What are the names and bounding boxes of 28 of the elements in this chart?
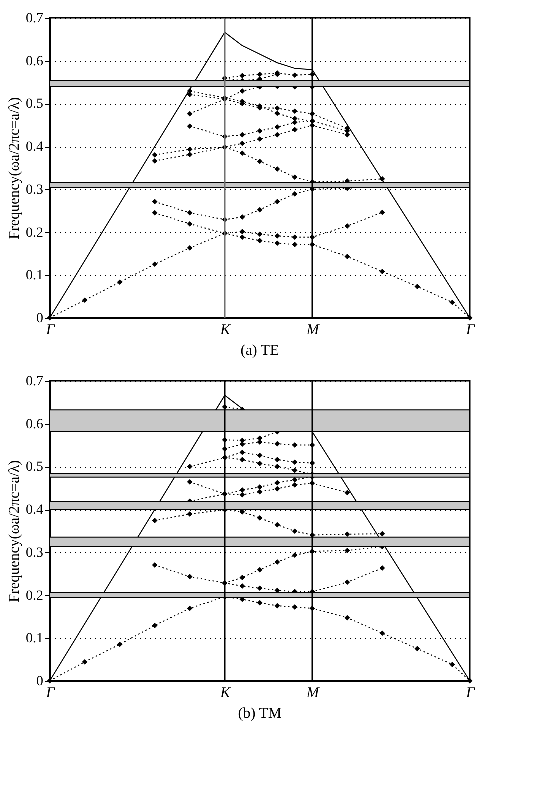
- y-tick-label: 0.3: [26, 546, 44, 561]
- x-tick-label: Γ: [45, 686, 56, 702]
- y-tick-label: 0.4: [26, 140, 44, 156]
- y-tick-label: 0: [36, 674, 44, 690]
- x-tick-label: M: [306, 686, 321, 702]
- x-tick-label: K: [219, 322, 232, 338]
- x-tick-label: K: [219, 686, 232, 702]
- x-tick-label: Γ: [45, 322, 56, 338]
- y-tick-label: 0.6: [26, 54, 44, 70]
- y-tick-label: 0.4: [26, 503, 44, 518]
- y-tick-label: 0.2: [26, 588, 44, 604]
- text: (b) TM: [238, 706, 282, 722]
- y-tick-label: 0.5: [26, 97, 44, 112]
- y-axis-title: Frequency(ωa/2πc=a/λ): [7, 97, 23, 240]
- x-tick-label: M: [306, 322, 321, 338]
- text: (a) TE: [240, 343, 280, 359]
- y-tick-label: 0.7: [26, 374, 44, 390]
- y-tick-label: 0.2: [26, 226, 44, 241]
- y-tick-label: 0.5: [26, 460, 44, 476]
- x-tick-label: Γ: [465, 686, 476, 702]
- x-tick-label: Γ: [465, 322, 476, 338]
- y-axis-title: Frequency(ωa/2πc=a/λ): [7, 460, 23, 603]
- y-tick-label: 0.6: [26, 417, 44, 432]
- y-tick-label: 0.3: [26, 182, 44, 198]
- y-tick-label: 0.1: [26, 632, 44, 647]
- y-tick-label: 0.7: [26, 12, 44, 26]
- y-tick-label: 0: [36, 312, 44, 326]
- y-tick-label: 0.1: [26, 268, 44, 284]
